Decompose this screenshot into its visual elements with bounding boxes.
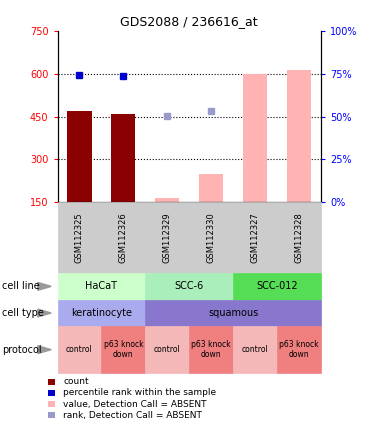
Text: GSM112325: GSM112325: [75, 212, 84, 263]
Text: count: count: [63, 377, 89, 386]
Polygon shape: [38, 309, 51, 317]
Text: cell line: cell line: [2, 281, 40, 291]
Polygon shape: [38, 282, 51, 290]
Text: p63 knock
down: p63 knock down: [279, 340, 319, 359]
Text: protocol: protocol: [2, 345, 42, 355]
Text: GSM112326: GSM112326: [119, 212, 128, 263]
Text: rank, Detection Call = ABSENT: rank, Detection Call = ABSENT: [63, 411, 202, 420]
Text: GSM112327: GSM112327: [250, 212, 260, 263]
Polygon shape: [38, 346, 51, 353]
Text: control: control: [242, 345, 269, 354]
Bar: [243, 74, 267, 202]
Text: GSM112328: GSM112328: [295, 212, 303, 263]
Text: squamous: squamous: [208, 308, 258, 318]
Bar: [199, 174, 223, 202]
Text: cell type: cell type: [2, 308, 44, 318]
Bar: [155, 198, 179, 202]
Text: SCC-6: SCC-6: [175, 281, 204, 291]
Text: GSM112330: GSM112330: [207, 212, 216, 263]
Text: SCC-012: SCC-012: [256, 281, 298, 291]
Text: HaCaT: HaCaT: [85, 281, 117, 291]
Text: control: control: [154, 345, 181, 354]
Text: GSM112329: GSM112329: [163, 212, 172, 263]
Title: GDS2088 / 236616_at: GDS2088 / 236616_at: [121, 16, 258, 28]
Text: percentile rank within the sample: percentile rank within the sample: [63, 388, 216, 397]
Text: p63 knock
down: p63 knock down: [104, 340, 143, 359]
Bar: [287, 70, 311, 202]
Bar: [111, 114, 135, 202]
Text: keratinocyte: keratinocyte: [71, 308, 132, 318]
Text: value, Detection Call = ABSENT: value, Detection Call = ABSENT: [63, 400, 207, 408]
Bar: [68, 111, 92, 202]
Text: p63 knock
down: p63 knock down: [191, 340, 231, 359]
Text: control: control: [66, 345, 93, 354]
